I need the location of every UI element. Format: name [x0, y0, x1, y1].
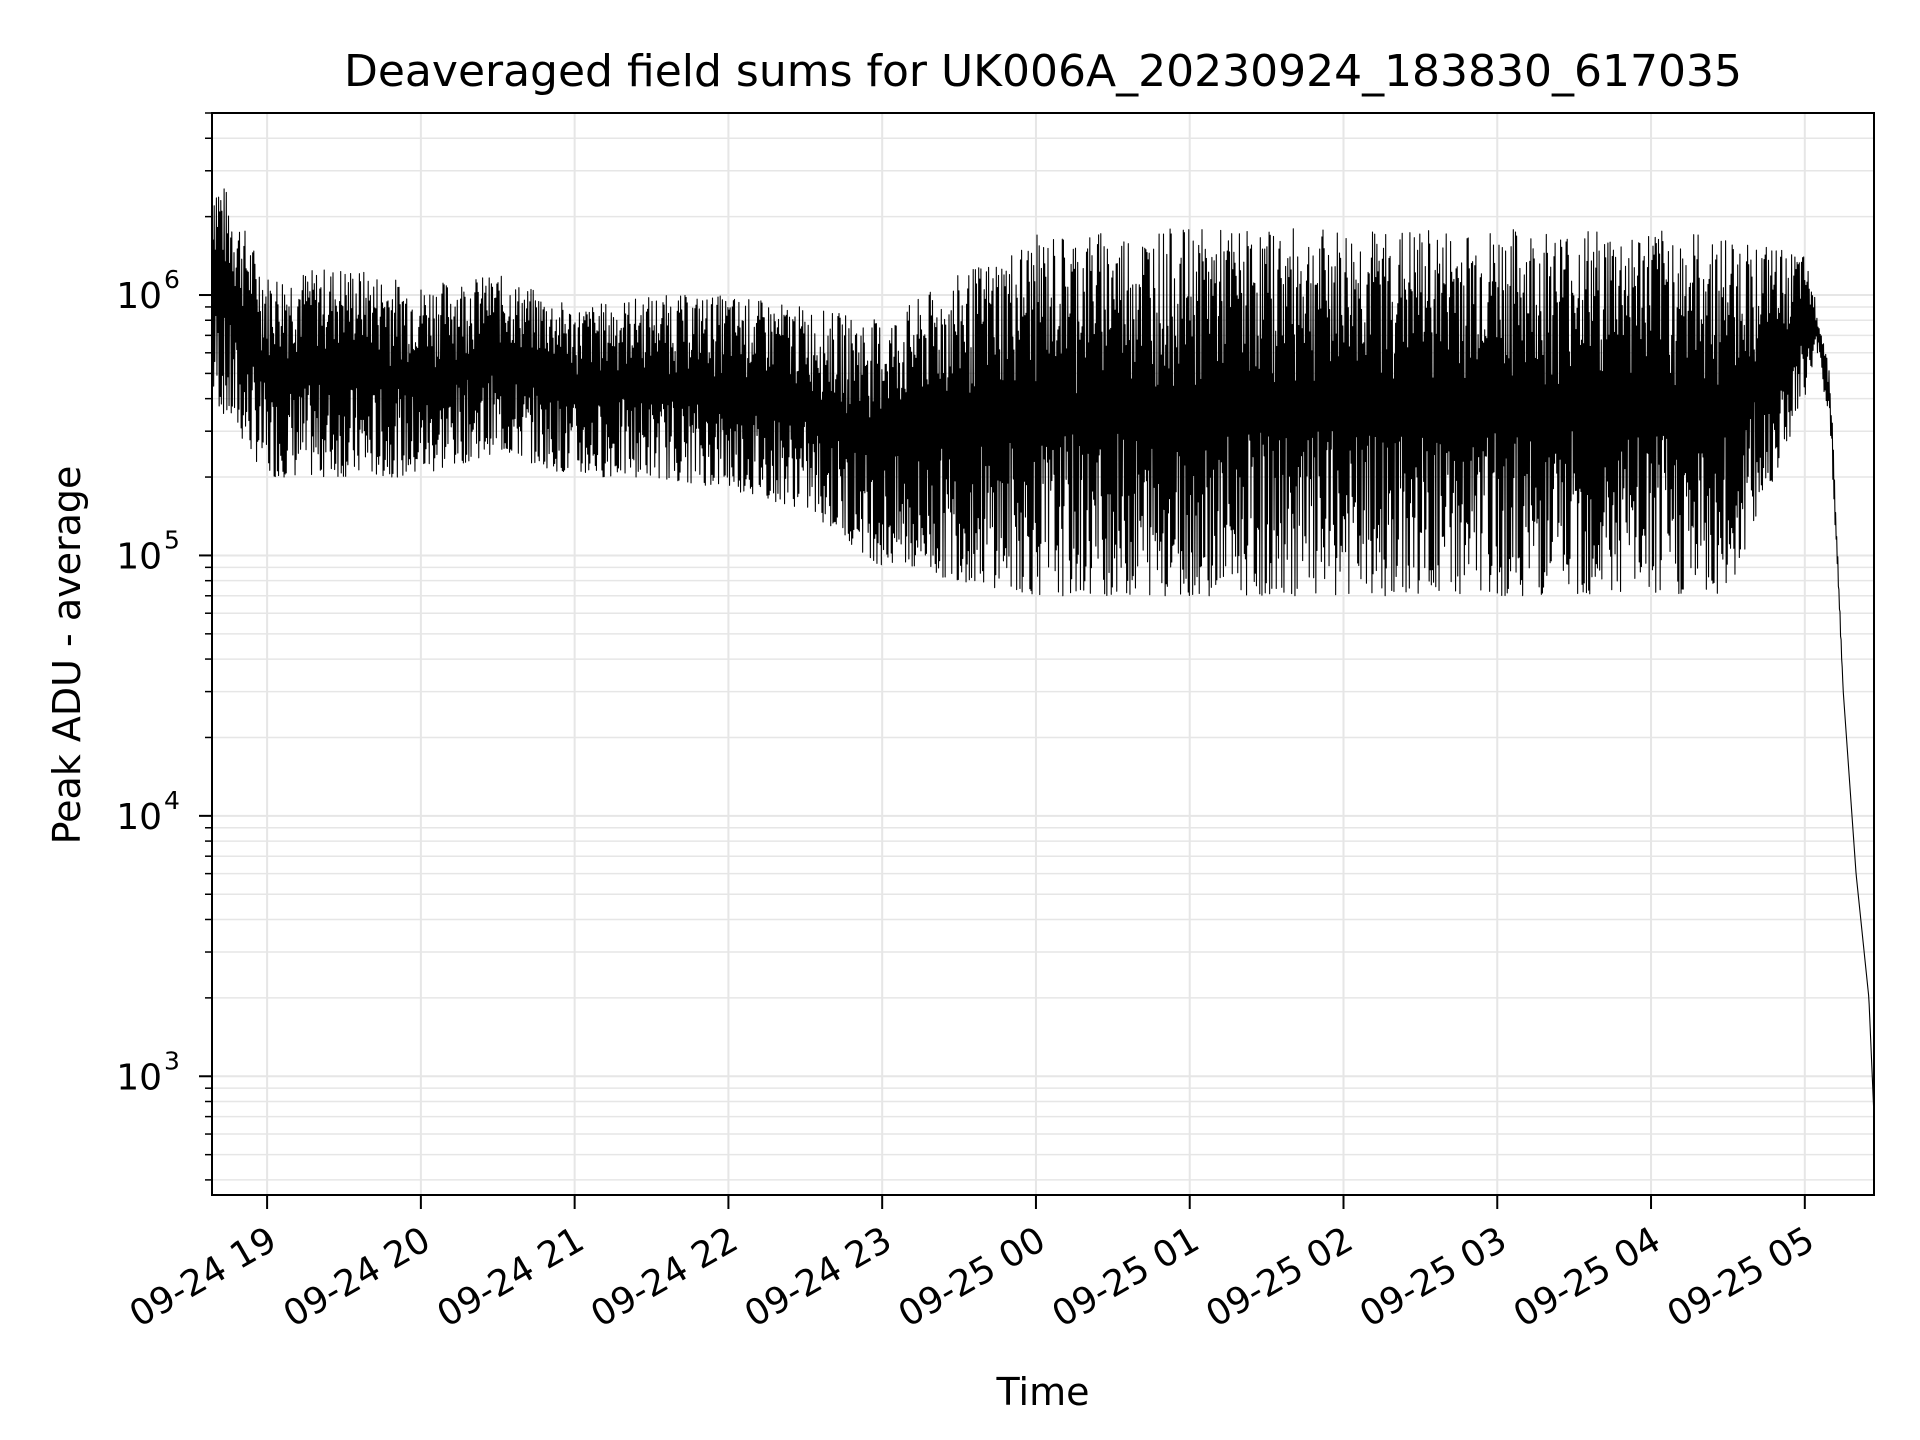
y-tick-label: 10: [116, 797, 162, 838]
y-tick-exponent: 4: [164, 786, 180, 815]
y-tick-label: 10: [116, 276, 162, 317]
series-trace: [211, 188, 1875, 1107]
y-tick-exponent: 5: [164, 525, 180, 554]
y-axis-label: Peak ADU - average: [45, 466, 89, 845]
plot-frame: [211, 112, 1875, 1196]
y-tick-label: 10: [116, 1057, 162, 1098]
x-axis-label: Time: [996, 1370, 1090, 1414]
chart-title: Deaveraged field sums for UK006A_2023092…: [344, 46, 1742, 97]
y-tick-exponent: 6: [164, 265, 180, 294]
series-line: [211, 188, 1875, 1107]
y-tick-label: 10: [116, 536, 162, 577]
y-tick-exponent: 3: [164, 1046, 180, 1075]
